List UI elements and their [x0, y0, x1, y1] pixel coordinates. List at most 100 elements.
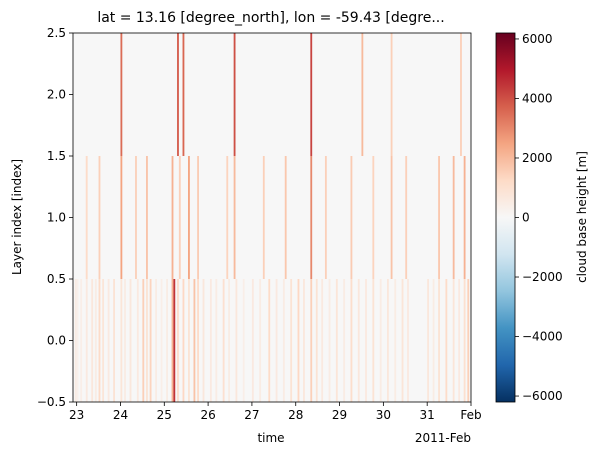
heatmap-cell-layer-1 [178, 156, 181, 279]
heatmap-cell-layer-0 [268, 279, 271, 402]
x-tick-label: 24 [113, 408, 128, 422]
heatmap-cell-layer-0 [463, 279, 466, 402]
heatmap-cell-layer-0 [91, 279, 94, 402]
heatmap-cell-layer-0 [98, 279, 101, 402]
heatmap-cell-layer-0 [282, 279, 285, 402]
heatmap-cell-layer-0 [259, 279, 262, 402]
heatmap-cell-layer-0 [76, 279, 79, 402]
heatmap-cell-layer-2 [460, 33, 462, 156]
heatmap-cell-layer-0 [365, 279, 367, 402]
x-tick-label: 31 [420, 408, 435, 422]
heatmap-cell-layer-0 [407, 279, 409, 402]
heatmap-cell-layer-0 [228, 279, 231, 402]
heatmap-cell-layer-0 [275, 279, 278, 402]
heatmap-cell-layer-1 [233, 156, 236, 279]
y-tick-label: 2.0 [47, 88, 66, 102]
heatmap-cell-layer-0 [315, 279, 318, 402]
heatmap-cell-layer-1 [188, 156, 190, 279]
heatmap-cell-layer-0 [328, 279, 331, 402]
heatmap-cell-layer-0 [202, 279, 205, 402]
x-tick-label: 25 [157, 408, 172, 422]
heatmap-cell-layer-0 [94, 279, 97, 402]
colorbar-gradient [495, 32, 516, 403]
heatmap-cell-layer-0 [155, 279, 157, 402]
heatmap-cell-layer-0 [85, 279, 88, 402]
heatmap-cell-layer-0 [222, 279, 225, 402]
heatmap-cell-layer-0 [74, 279, 77, 402]
heatmap-cell-layer-1 [350, 156, 353, 279]
x-tick-label: 30 [376, 408, 391, 422]
y-tick-label: 2.5 [47, 26, 66, 40]
heatmap-cell-layer-0 [113, 279, 115, 402]
heatmap-cell-layer-1 [171, 156, 174, 279]
heatmap-cell-layer-0 [171, 279, 174, 402]
heatmap-cell-layer-1 [405, 156, 408, 279]
heatmap-cell-layer-1 [324, 156, 327, 279]
heatmap-cell-layer-0 [343, 279, 346, 402]
heatmap-cell-layer-2 [361, 33, 364, 156]
colorbar-tick-label: 4000 [522, 91, 553, 105]
heatmap-cell-layer-0 [350, 279, 353, 402]
heatmap-cell-layer-0 [173, 279, 176, 402]
heatmap-cell-layer-1 [438, 156, 440, 279]
heatmap-cell-layer-2 [182, 33, 185, 156]
heatmap-cell-layer-1 [197, 156, 199, 279]
y-axis: −0.5 0.0 0.5 1.0 1.5 2.0 2.5 [37, 26, 73, 409]
heatmap-cell-layer-1 [310, 156, 313, 279]
heatmap-cell-layer-1 [372, 156, 375, 279]
heatmap-cell-layer-1 [262, 156, 265, 279]
heatmap-cell-layer-0 [251, 279, 254, 402]
colorbar-tick-label: −2000 [522, 270, 563, 284]
heatmap-cell-layer-2 [233, 33, 236, 156]
colorbar-ticks: 6000 4000 2000 0 −2000 −4000 −6000 [515, 32, 563, 403]
heatmap-cell-layer-1 [390, 156, 393, 279]
heatmap-cell-layer-0 [438, 279, 440, 402]
heatmap-cell-layer-0 [160, 279, 163, 402]
heatmap-cell-layer-0 [193, 279, 196, 402]
heatmap-cell-layer-0 [149, 279, 152, 402]
heatmap-cell-layer-0 [107, 279, 110, 402]
heatmap-cell-layer-0 [124, 279, 126, 402]
heatmap-cell-layer-0 [120, 279, 123, 402]
y-axis-label: Layer index [index] [10, 159, 24, 275]
y-tick-label: 1.5 [47, 149, 66, 163]
heatmap-cell-layer-1 [452, 156, 455, 279]
y-tick-label: 0.0 [47, 334, 66, 348]
heatmap-cell-layer-0 [335, 279, 338, 402]
heatmap-cell-layer-0 [310, 279, 313, 402]
heatmap-cell-layer-0 [182, 279, 185, 402]
heatmap-cell-layer-1 [284, 156, 287, 279]
heatmap-cell-layer-2 [177, 33, 179, 156]
heatmap-cell-layer-0 [242, 279, 245, 402]
heatmap-cell-layer-1 [135, 156, 137, 279]
heatmap-cell-layer-1 [85, 156, 88, 279]
chart-title: lat = 13.16 [degree_north], lon = -59.43… [97, 10, 444, 26]
colorbar-label: cloud base height [m] [575, 151, 589, 283]
y-tick-label: 1.0 [47, 211, 66, 225]
heatmap-cell-layer-1 [120, 156, 123, 279]
heatmap-cell-layer-0 [427, 279, 430, 402]
x-tick-label: 23 [69, 408, 84, 422]
heatmap-cell-layer-0 [394, 279, 397, 402]
heatmap-cell-layer-0 [209, 279, 212, 402]
heatmap-cell-layer-0 [401, 279, 404, 402]
heatmap-plot-area [72, 32, 472, 403]
colorbar-tick-label: −6000 [522, 389, 563, 403]
heatmap-cell-layer-0 [142, 279, 145, 402]
x-tick-label: 26 [200, 408, 215, 422]
colorbar-tick-label: 2000 [522, 151, 553, 165]
heatmap-cell-layer-0 [379, 279, 382, 402]
heatmap-cell-layer-0 [387, 279, 389, 402]
heatmap-cell-layer-0 [321, 279, 324, 402]
heatmap-cell-layer-0 [445, 279, 448, 402]
heatmap-cell-layer-1 [98, 156, 101, 279]
heatmap-cell-layer-0 [432, 279, 435, 402]
x-tick-label: 27 [244, 408, 259, 422]
colorbar-tick-label: 0 [522, 211, 530, 225]
heatmap-cell-layer-0 [136, 279, 139, 402]
x-axis-offset-label: 2011-Feb [415, 431, 471, 445]
heatmap-cell-layer-2 [310, 33, 313, 156]
heatmap-cell-layer-0 [303, 279, 305, 402]
heatmap-cell-layer-0 [357, 279, 360, 402]
